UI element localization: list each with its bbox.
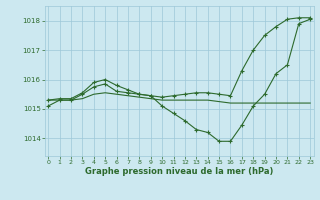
X-axis label: Graphe pression niveau de la mer (hPa): Graphe pression niveau de la mer (hPa) xyxy=(85,167,273,176)
